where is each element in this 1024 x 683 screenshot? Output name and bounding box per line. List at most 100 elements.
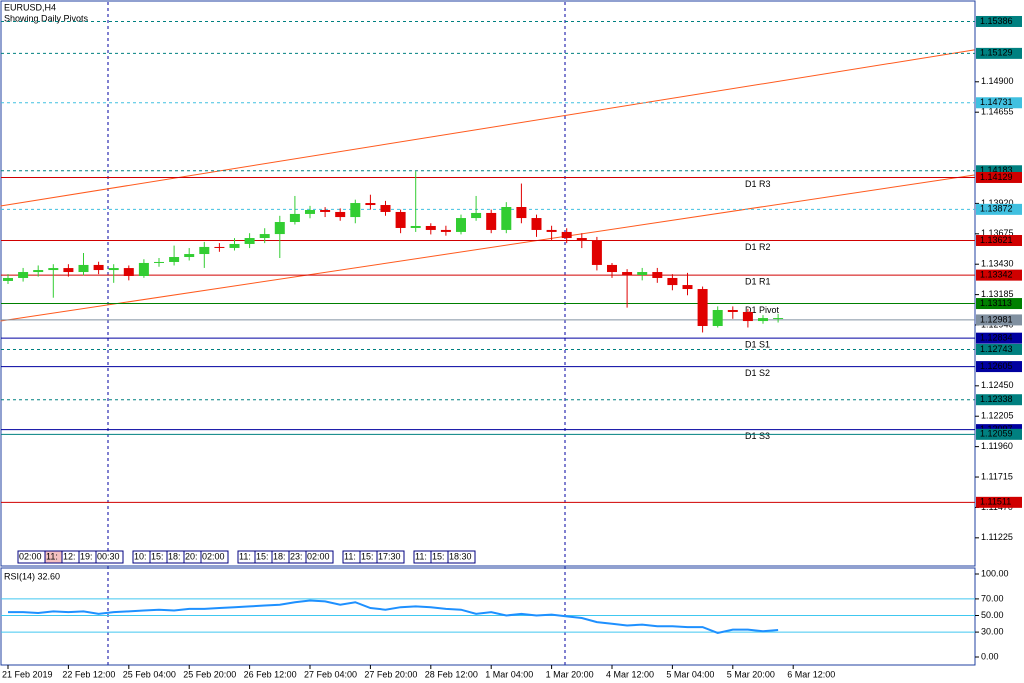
time-box-label: 02:00: [202, 551, 225, 561]
level-price-label: 1.12981: [980, 314, 1013, 324]
candle-body: [682, 285, 693, 290]
candle-body: [93, 264, 104, 271]
candle-body: [742, 311, 753, 322]
y-tick-label: 1.13430: [981, 259, 1014, 269]
time-box-label: 15:: [256, 551, 269, 561]
y-tick-label: 1.12450: [981, 380, 1014, 390]
y-tick-label: 100.00: [981, 568, 1009, 578]
time-box-label: 15:: [432, 551, 445, 561]
level-label: D1 R2: [745, 242, 771, 252]
x-tick-label: 25 Feb 04:00: [123, 669, 176, 679]
rsi-line: [8, 599, 779, 634]
candle-body: [365, 203, 376, 206]
time-box-label: 00:30: [97, 551, 120, 561]
trend-line: [0, 49, 975, 207]
candle-body: [335, 211, 346, 218]
rsi-pane-frame: [0, 567, 976, 666]
level-price-label: 1.14129: [980, 172, 1013, 182]
level-price-box: [976, 314, 1022, 326]
candle-body: [516, 207, 527, 219]
y-tick-label: 1.14900: [981, 76, 1014, 86]
candle-body: [214, 246, 225, 248]
trend-line: [0, 174, 975, 322]
level-price-box: [976, 165, 1022, 177]
x-tick-label: 26 Feb 12:00: [244, 669, 297, 679]
time-box: [305, 550, 334, 564]
candle-body: [3, 277, 13, 281]
level-price-label: 1.12743: [980, 344, 1013, 354]
x-tick-label: 5 Mar 04:00: [666, 669, 714, 679]
candle-body: [561, 231, 572, 239]
y-tick-label: 1.11715: [981, 471, 1013, 481]
level-price-label: 1.12059: [980, 429, 1013, 439]
candle-body: [33, 270, 44, 273]
level-price-label: 1.12605: [980, 361, 1013, 371]
candle-body: [18, 272, 29, 278]
level-price-box: [976, 97, 1022, 109]
time-box: [376, 550, 405, 564]
x-tick-label: 27 Feb 04:00: [304, 669, 357, 679]
time-box-label: 11:: [415, 551, 427, 561]
y-tick-label: 1.13185: [981, 289, 1014, 299]
candle-body: [440, 229, 451, 232]
level-label: D1 S1: [745, 340, 770, 350]
candle-body: [350, 203, 361, 218]
candle-body: [78, 264, 89, 273]
level-label: D1 S3: [745, 431, 770, 441]
x-tick-label: 25 Feb 20:00: [183, 669, 236, 679]
time-box-label: 19:: [80, 551, 93, 561]
y-tick-label: 1.13920: [981, 198, 1014, 208]
time-box-label: 11:: [239, 551, 251, 561]
x-tick-label: 21 Feb 2019: [2, 669, 53, 679]
time-box-label: 18:: [273, 551, 286, 561]
level-price-box: [976, 269, 1022, 281]
candle-body: [199, 246, 210, 255]
time-box: [447, 550, 476, 564]
level-label: D1 R1: [745, 277, 771, 287]
candle-body: [229, 243, 240, 248]
x-tick-label: 27 Feb 20:00: [364, 669, 417, 679]
y-tick-label: 1.12205: [981, 411, 1014, 421]
level-price-label: 1.12834: [980, 333, 1013, 343]
candle-body: [622, 272, 633, 276]
candle-body: [184, 254, 195, 258]
time-box: [200, 550, 229, 564]
candle-body: [607, 264, 617, 273]
candle-body: [108, 268, 119, 271]
candle-body: [395, 211, 406, 228]
main-pane-frame: [0, 0, 976, 567]
level-price-box: [976, 332, 1022, 344]
level-price-label: 1.13342: [980, 270, 1013, 280]
level-price-label: 1.11511: [980, 497, 1011, 507]
x-tick-label: 5 Mar 20:00: [727, 669, 775, 679]
candle-body: [727, 309, 738, 312]
level-price-label: 1.15129: [980, 48, 1013, 58]
x-tick-label: 28 Feb 12:00: [425, 669, 478, 679]
time-box-label: 12:: [63, 551, 76, 561]
level-price-box: [976, 203, 1022, 215]
candle-body: [48, 268, 59, 271]
candle-body: [591, 240, 602, 265]
level-price-box: [976, 361, 1022, 373]
candle-body: [667, 277, 678, 286]
time-box-label: 18:30: [449, 551, 472, 561]
candle-body: [274, 222, 285, 235]
y-tick-label: 30.00: [981, 626, 1004, 636]
x-tick-label: 6 Mar 12:00: [787, 669, 835, 679]
time-box-label: 15:: [151, 551, 164, 561]
candle-body: [758, 318, 768, 322]
y-tick-label: 1.13675: [981, 228, 1014, 238]
level-price-label: 1.14731: [980, 97, 1013, 107]
time-box-label: 02:00: [19, 551, 42, 561]
candle-body: [546, 229, 557, 232]
level-price-box: [976, 298, 1022, 310]
y-tick-label: 70.00: [981, 593, 1004, 603]
y-tick-label: 1.11960: [981, 441, 1013, 451]
chart-subtitle: Showing Daily Pivots: [4, 13, 89, 23]
time-box-label: 10:: [134, 551, 147, 561]
time-box-label: 23:: [290, 551, 303, 561]
candle-body: [63, 268, 74, 273]
time-box-label: 18:: [168, 551, 181, 561]
candle-body: [652, 272, 663, 278]
